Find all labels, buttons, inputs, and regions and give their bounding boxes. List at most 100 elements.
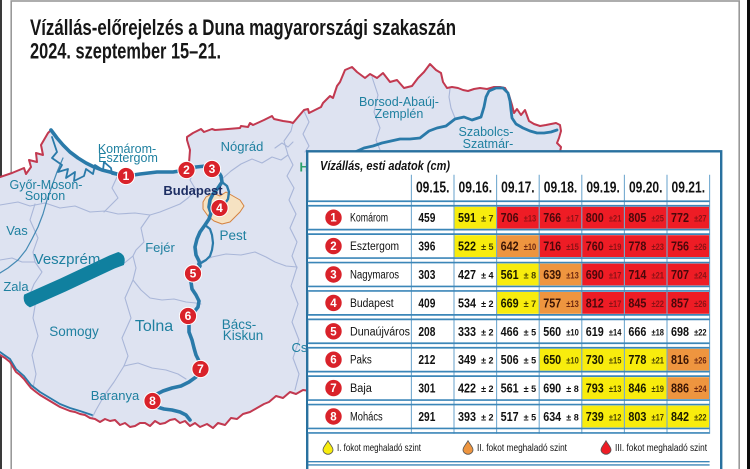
svg-text:±25: ±25 bbox=[652, 214, 665, 224]
svg-text:Vízállás-előrejelzés a Duna ma: Vízállás-előrejelzés a Duna magyarország… bbox=[30, 15, 456, 40]
svg-text:2: 2 bbox=[330, 241, 336, 253]
svg-text:±17: ±17 bbox=[609, 299, 622, 309]
svg-text:6: 6 bbox=[185, 309, 192, 323]
svg-text:± 5: ± 5 bbox=[524, 413, 537, 423]
svg-text:Budapest: Budapest bbox=[350, 298, 394, 310]
svg-text:09.18.: 09.18. bbox=[544, 180, 578, 197]
svg-text:333: 333 bbox=[458, 325, 476, 339]
svg-text:±21: ±21 bbox=[652, 356, 665, 366]
svg-text:± 2: ± 2 bbox=[481, 413, 494, 423]
svg-text:Győr-Moson-: Győr-Moson- bbox=[10, 178, 83, 192]
svg-text:845: 845 bbox=[628, 296, 646, 310]
svg-text:±22: ±22 bbox=[694, 327, 707, 337]
svg-text:Somogy: Somogy bbox=[49, 324, 99, 339]
svg-text:793: 793 bbox=[586, 382, 604, 396]
svg-text:1: 1 bbox=[330, 213, 337, 225]
svg-text:591: 591 bbox=[458, 211, 476, 225]
svg-text:393: 393 bbox=[458, 410, 476, 424]
svg-text:± 7: ± 7 bbox=[481, 214, 494, 224]
svg-text:716: 716 bbox=[543, 240, 561, 254]
svg-text:09.20.: 09.20. bbox=[629, 180, 663, 197]
svg-text:427: 427 bbox=[458, 268, 476, 282]
svg-text:2024. szeptember 15–21.: 2024. szeptember 15–21. bbox=[30, 38, 221, 63]
svg-text:Esztergom: Esztergom bbox=[350, 241, 399, 253]
svg-text:Veszprém: Veszprém bbox=[34, 251, 101, 268]
svg-text:±22: ±22 bbox=[694, 413, 707, 423]
svg-text:Komárom-: Komárom- bbox=[98, 142, 156, 156]
svg-text:±15: ±15 bbox=[566, 242, 579, 252]
svg-text:8: 8 bbox=[330, 412, 337, 424]
svg-text:± 2: ± 2 bbox=[481, 299, 494, 309]
svg-text:396: 396 bbox=[418, 240, 435, 254]
svg-text:Baranya: Baranya bbox=[91, 388, 140, 403]
svg-text:208: 208 bbox=[418, 325, 435, 339]
svg-text:Dunaújváros: Dunaújváros bbox=[350, 326, 410, 338]
svg-text:09.16.: 09.16. bbox=[459, 180, 493, 197]
svg-text:349: 349 bbox=[458, 353, 476, 367]
svg-text:778: 778 bbox=[628, 353, 646, 367]
svg-text:± 8: ± 8 bbox=[524, 271, 537, 281]
svg-text:± 8: ± 8 bbox=[566, 413, 579, 423]
svg-text:534: 534 bbox=[458, 296, 476, 310]
svg-text:Zala: Zala bbox=[3, 279, 29, 294]
svg-text:561: 561 bbox=[501, 268, 519, 282]
svg-text:Szatmár-: Szatmár- bbox=[463, 137, 514, 151]
svg-text:8: 8 bbox=[149, 394, 156, 408]
svg-text:459: 459 bbox=[418, 211, 435, 225]
svg-text:650: 650 bbox=[543, 353, 561, 367]
svg-text:800: 800 bbox=[586, 211, 604, 225]
svg-text:Nógrád: Nógrád bbox=[221, 139, 264, 154]
svg-text:±17: ±17 bbox=[652, 413, 665, 423]
svg-text:±17: ±17 bbox=[609, 271, 622, 281]
svg-text:Paks: Paks bbox=[350, 355, 372, 367]
svg-text:666: 666 bbox=[628, 325, 646, 339]
svg-text:Mohács: Mohács bbox=[350, 412, 383, 424]
svg-text:4: 4 bbox=[216, 201, 223, 215]
svg-text:Nagymaros: Nagymaros bbox=[350, 270, 399, 282]
svg-text:Bács-: Bács- bbox=[222, 317, 257, 332]
svg-text:Esztergom: Esztergom bbox=[98, 151, 158, 165]
svg-text:857: 857 bbox=[671, 296, 689, 310]
svg-text:±17: ±17 bbox=[566, 214, 579, 224]
svg-text:± 5: ± 5 bbox=[524, 356, 537, 366]
svg-text:772: 772 bbox=[671, 211, 689, 225]
svg-text:730: 730 bbox=[586, 353, 604, 367]
svg-text:Szabolcs-: Szabolcs- bbox=[459, 125, 514, 139]
svg-text:842: 842 bbox=[671, 410, 689, 424]
svg-text:± 5: ± 5 bbox=[481, 242, 494, 252]
svg-text:±19: ±19 bbox=[652, 384, 665, 394]
svg-text:±12: ±12 bbox=[609, 413, 622, 423]
svg-text:506: 506 bbox=[501, 353, 519, 367]
svg-text:II. fokot meghaladó szint: II. fokot meghaladó szint bbox=[477, 442, 567, 454]
svg-text:Kiskun: Kiskun bbox=[223, 328, 264, 343]
svg-text:±22: ±22 bbox=[652, 299, 665, 309]
svg-text:756: 756 bbox=[671, 240, 689, 254]
svg-text:706: 706 bbox=[501, 211, 519, 225]
svg-text:Komárom: Komárom bbox=[350, 213, 388, 225]
svg-text:I. fokot meghaladó szint: I. fokot meghaladó szint bbox=[337, 442, 421, 454]
svg-text:886: 886 bbox=[671, 382, 689, 396]
svg-text:Fejér: Fejér bbox=[145, 240, 175, 255]
svg-text:±13: ±13 bbox=[609, 384, 622, 394]
svg-text:09.17.: 09.17. bbox=[501, 180, 535, 197]
svg-text:±24: ±24 bbox=[694, 384, 707, 394]
svg-text:Baja: Baja bbox=[350, 383, 372, 395]
svg-text:698: 698 bbox=[671, 325, 689, 339]
svg-text:5: 5 bbox=[330, 326, 337, 338]
svg-text:3: 3 bbox=[330, 270, 336, 282]
svg-text:Borsod-Abaúj-: Borsod-Abaúj- bbox=[359, 95, 439, 109]
svg-text:±26: ±26 bbox=[694, 356, 707, 366]
svg-text:±13: ±13 bbox=[524, 214, 537, 224]
svg-text:± 4: ± 4 bbox=[481, 271, 494, 281]
svg-text:6: 6 bbox=[330, 355, 336, 367]
svg-text:± 2: ± 2 bbox=[481, 384, 494, 394]
svg-text:805: 805 bbox=[628, 211, 646, 225]
svg-text:1: 1 bbox=[123, 169, 130, 183]
svg-text:III. fokot meghaladó szint: III. fokot meghaladó szint bbox=[615, 442, 707, 454]
svg-text:± 8: ± 8 bbox=[566, 384, 579, 394]
svg-text:09.21.: 09.21. bbox=[672, 180, 706, 197]
svg-text:642: 642 bbox=[501, 240, 519, 254]
svg-text:303: 303 bbox=[418, 268, 435, 282]
svg-text:±19: ±19 bbox=[609, 242, 622, 252]
svg-text:±15: ±15 bbox=[609, 356, 622, 366]
